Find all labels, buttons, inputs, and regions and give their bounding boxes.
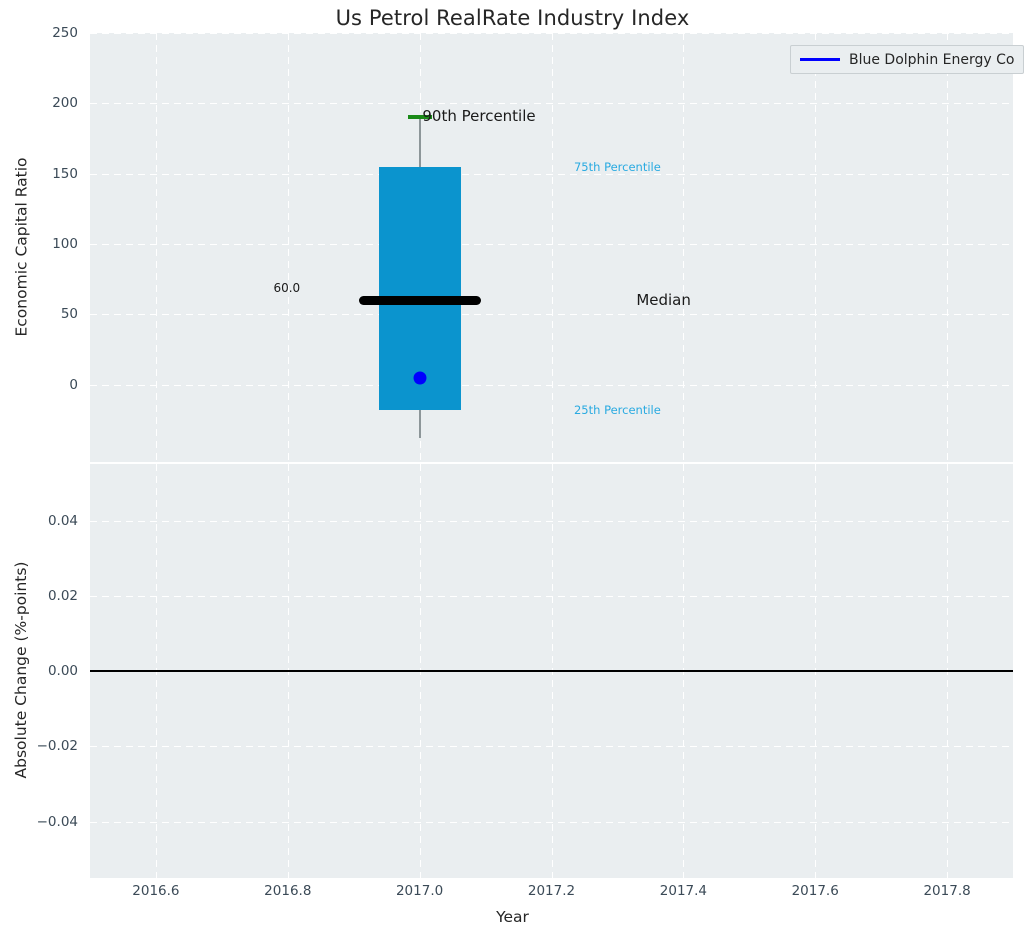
annotation-median: Median — [636, 291, 691, 310]
panel-absolute-change — [90, 464, 1013, 878]
gridline-vertical — [287, 33, 289, 462]
y-tick-label: −0.04 — [36, 813, 78, 830]
y-axis-label-top: Economic Capital Ratio — [12, 156, 30, 337]
legend-label-blue-dolphin-energy-co: Blue Dolphin Energy Co — [849, 51, 1015, 68]
gridline-vertical — [155, 33, 157, 462]
company-data-point-blue-dolphin-energy-co[interactable] — [413, 371, 427, 385]
y-tick-label: 0.02 — [47, 587, 78, 604]
x-tick-label: 2017.0 — [395, 883, 444, 899]
gridline-vertical — [551, 33, 553, 462]
x-tick-label: 2016.8 — [264, 883, 312, 899]
legend-line-swatch-blue-dolphin-energy-co — [800, 58, 840, 61]
y-tick-label: 200 — [52, 95, 78, 112]
annotation-p90: 90th Percentile — [422, 107, 536, 125]
gridline-vertical — [683, 33, 685, 462]
median-line — [358, 295, 481, 305]
x-tick-label: 2016.6 — [132, 883, 180, 899]
annotation-p75: 75th Percentile — [573, 159, 661, 174]
y-tick-label: 0.00 — [47, 663, 78, 679]
y-tick-label: −0.02 — [36, 738, 78, 755]
whisker-cap-90th-percentile — [407, 115, 432, 120]
y-tick-label: 100 — [52, 236, 78, 252]
chart-legend[interactable]: Blue Dolphin Energy Co — [790, 45, 1025, 74]
annotation-p25: 25th Percentile — [573, 403, 661, 417]
x-axis-label: Year — [496, 908, 529, 926]
x-tick-label: 2017.4 — [659, 883, 708, 899]
chart-title: Us Petrol RealRate Industry Index — [335, 6, 690, 30]
gridline-vertical — [947, 33, 949, 462]
y-tick-label: 150 — [52, 165, 78, 182]
y-tick-label: 250 — [52, 25, 78, 41]
zero-reference-line — [90, 670, 1013, 672]
y-axis-label-bottom: Absolute Change (%-points) — [12, 561, 30, 779]
box-bar-interquartile-range — [378, 166, 461, 410]
x-tick-label: 2017.2 — [527, 883, 576, 899]
y-tick-label: 0 — [69, 376, 78, 393]
x-tick-label: 2017.8 — [923, 883, 971, 899]
gridline-vertical — [815, 33, 817, 462]
y-tick-label: 50 — [60, 306, 78, 323]
x-tick-label: 2017.6 — [791, 883, 839, 899]
y-tick-label: 0.04 — [47, 512, 78, 529]
median-value-label: 60.0 — [273, 281, 301, 296]
panel-economic-capital-ratio: 60.0 90th Percentile 75th Percentile Median… — [90, 33, 1013, 462]
